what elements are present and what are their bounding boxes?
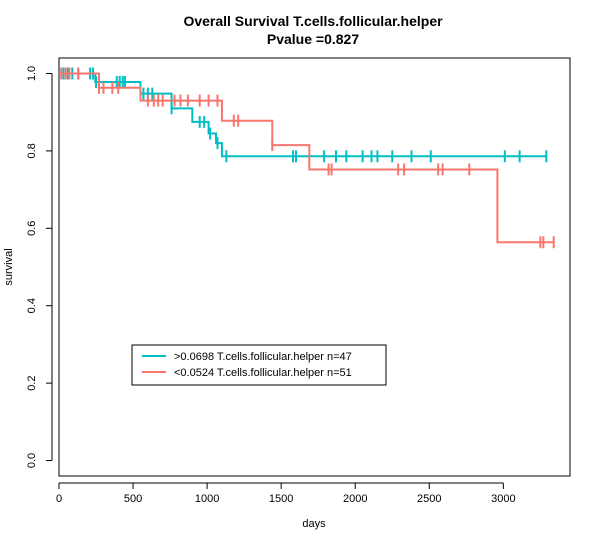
x-tick-label: 1000 [195,493,219,505]
legend-label-low: <0.0524 T.cells.follicular.helper n=51 [174,367,352,379]
x-tick-label: 1500 [269,493,293,505]
y-tick-label: 0.8 [26,143,38,158]
x-tick-label: 2500 [417,493,441,505]
series-0 [59,67,548,163]
x-axis-label: days [302,518,326,530]
chart-title: Overall Survival T.cells.follicular.help… [183,13,443,29]
y-tick-label: 0.4 [26,298,38,313]
y-tick-label: 0.2 [26,375,38,390]
x-axis: 0 500 1000 1500 2000 2500 3000 [56,482,516,505]
series-layer [59,67,555,249]
x-tick-label: 500 [124,493,142,505]
legend-label-high: >0.0698 T.cells.follicular.helper n=47 [174,351,352,363]
y-axis: 0.0 0.2 0.4 0.6 0.8 1.0 [26,66,53,468]
chart-subtitle: Pvalue =0.827 [267,31,359,47]
x-tick-label: 3000 [491,493,515,505]
y-tick-label: 0.0 [26,453,38,468]
series-1-curve [59,72,554,244]
x-tick-label: 0 [56,493,62,505]
y-axis-label: survival [3,248,15,285]
series-1 [59,67,555,249]
x-tick-label: 2000 [343,493,367,505]
series-0-curve [59,72,547,158]
plot-frame [58,57,571,477]
legend: >0.0698 T.cells.follicular.helper n=47 <… [131,344,387,386]
legend-box [131,344,387,386]
y-tick-label: 0.6 [26,221,38,236]
y-tick-label: 1.0 [26,66,38,81]
